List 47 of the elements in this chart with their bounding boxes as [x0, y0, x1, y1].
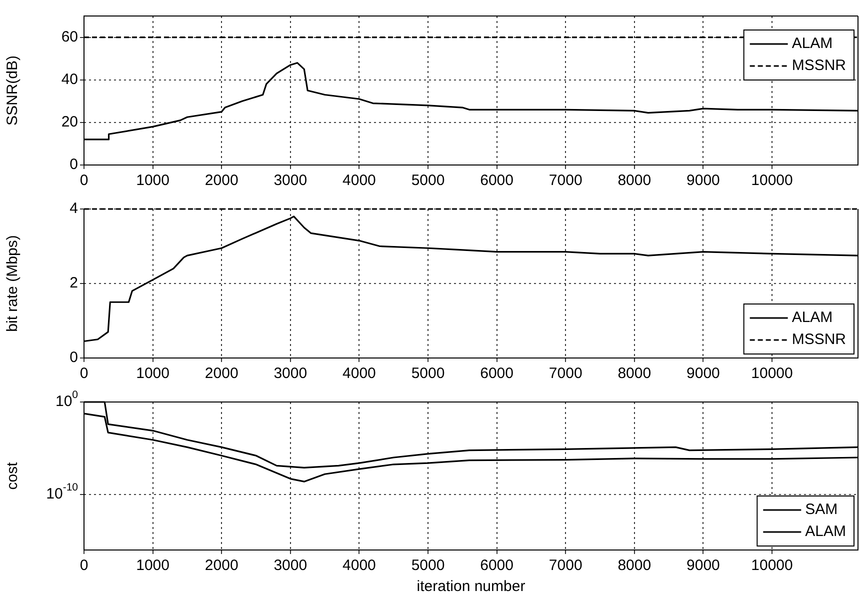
x-tick-label: 4000: [342, 557, 376, 574]
x-tick-label: 1000: [136, 557, 170, 574]
legend-label: MSSNR: [792, 331, 846, 348]
y-tick-label: 60: [61, 28, 78, 46]
x-tick-label: 1000: [136, 172, 170, 190]
legend-label: SAM: [805, 501, 838, 518]
x-tick-label: 5000: [411, 557, 445, 574]
x-tick-label: 5000: [411, 365, 445, 382]
y-tick-label: 40: [61, 71, 78, 88]
x-tick-label: 7000: [548, 172, 582, 190]
x-tick-label: 7000: [548, 365, 582, 382]
x-tick-label: 4000: [342, 365, 376, 382]
x-tick-label: 9000: [686, 365, 720, 382]
x-tick-label: 5000: [411, 172, 445, 190]
x-tick-label: 1000: [136, 365, 170, 382]
y-axis-title: bit rate (Mbps): [4, 235, 22, 332]
x-tick-label: 4000: [342, 172, 376, 190]
x-tick-label: 8000: [618, 557, 652, 574]
y-tick-label: 0: [70, 156, 78, 174]
legend-label: ALAM: [805, 523, 846, 540]
x-tick-label: 10000: [751, 172, 793, 190]
y-tick-label: 4: [70, 200, 78, 218]
x-tick-label: 2000: [204, 172, 238, 190]
legend-label: MSSNR: [792, 57, 846, 74]
x-axis-title: iteration number: [416, 578, 526, 596]
x-tick-label: 9000: [686, 557, 720, 574]
y-tick-label: 0: [70, 349, 78, 366]
y-tick-label: 2: [70, 274, 78, 292]
legend-label: ALAM: [792, 309, 833, 326]
x-tick-label: 2000: [204, 365, 238, 382]
x-tick-label: 3000: [274, 365, 308, 382]
legend-label: ALAM: [792, 35, 833, 52]
x-tick-label: 2000: [204, 557, 238, 574]
x-tick-label: 10000: [751, 557, 793, 574]
x-tick-label: 7000: [548, 557, 582, 574]
y-tick-label: 20: [61, 114, 78, 131]
y-axis-title: SSNR(dB): [4, 55, 22, 126]
x-tick-label: 3000: [274, 172, 308, 190]
x-tick-label: 3000: [274, 557, 308, 574]
x-tick-label: 6000: [480, 365, 514, 382]
y-axis-title: cost: [4, 461, 22, 490]
x-tick-label: 10000: [751, 365, 793, 382]
x-tick-label: 6000: [480, 557, 514, 574]
x-tick-label: 6000: [480, 172, 514, 190]
x-tick-label: 8000: [618, 365, 652, 382]
x-tick-label: 8000: [618, 172, 652, 190]
x-tick-label: 9000: [686, 172, 720, 190]
